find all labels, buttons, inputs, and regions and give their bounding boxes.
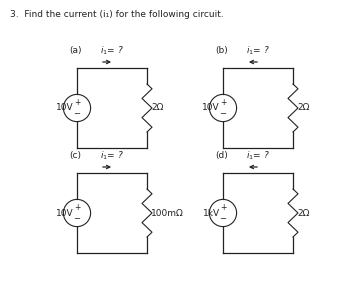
- Text: $i_1$= ?: $i_1$= ?: [246, 149, 270, 162]
- Text: (d): (d): [215, 151, 228, 160]
- Text: (a): (a): [69, 46, 82, 55]
- Text: 3.  Find the current (i₁) for the following circuit.: 3. Find the current (i₁) for the followi…: [10, 10, 224, 19]
- Text: −: −: [74, 214, 80, 223]
- Text: 10V: 10V: [56, 208, 74, 218]
- Text: 2Ω: 2Ω: [297, 208, 309, 218]
- Text: (b): (b): [215, 46, 228, 55]
- Text: +: +: [74, 203, 80, 212]
- Text: +: +: [220, 98, 226, 107]
- Text: $i_1$= ?: $i_1$= ?: [246, 45, 270, 57]
- Text: −: −: [219, 214, 226, 223]
- Text: $i_1$= ?: $i_1$= ?: [100, 149, 124, 162]
- Text: −: −: [219, 109, 226, 118]
- Text: 100mΩ: 100mΩ: [151, 208, 184, 218]
- Text: −: −: [74, 109, 80, 118]
- Text: (c): (c): [69, 151, 81, 160]
- Text: 2Ω: 2Ω: [297, 104, 309, 112]
- Text: +: +: [74, 98, 80, 107]
- Text: $i_1$= ?: $i_1$= ?: [100, 45, 124, 57]
- Text: +: +: [220, 203, 226, 212]
- Text: 2Ω: 2Ω: [151, 104, 163, 112]
- Text: 10V: 10V: [202, 104, 220, 112]
- Text: 1kV: 1kV: [203, 208, 220, 218]
- Text: 10V: 10V: [56, 104, 74, 112]
